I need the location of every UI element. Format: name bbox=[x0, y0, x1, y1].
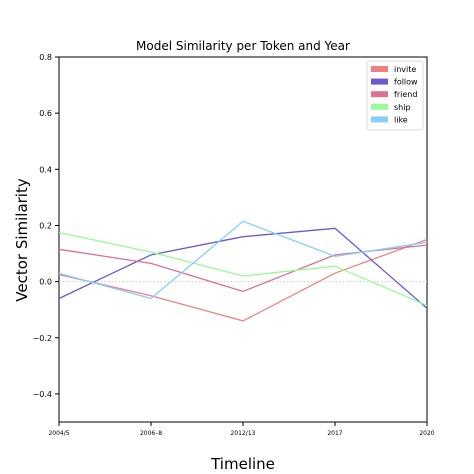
chart-title: Model Similarity per Token and Year bbox=[136, 39, 350, 53]
x-tick-label: 2017 bbox=[327, 430, 342, 437]
y-tick-label: 0.4 bbox=[39, 165, 52, 174]
y-axis-label: Vector Similarity bbox=[13, 178, 31, 302]
legend-label-invite: invite bbox=[394, 65, 416, 74]
x-tick-label: 2020 bbox=[419, 430, 434, 437]
legend-label-friend: friend bbox=[394, 90, 417, 99]
legend-swatch-follow bbox=[371, 78, 388, 85]
y-tick-label: −0.4 bbox=[33, 390, 52, 399]
x-tick-label: 2012/13 bbox=[231, 430, 256, 437]
legend-swatch-invite bbox=[371, 66, 388, 72]
series-line-ship bbox=[58, 231, 428, 307]
legend-label-ship: ship bbox=[394, 103, 411, 112]
series-line-follow bbox=[58, 227, 428, 309]
legend-box bbox=[366, 60, 424, 131]
series-line-like bbox=[58, 220, 428, 300]
x-tick-label: 2004/5 bbox=[48, 430, 69, 437]
x-tick-label: 2006–8 bbox=[140, 430, 162, 437]
series-line-friend bbox=[58, 244, 428, 293]
x-axis-label: Timeline bbox=[210, 455, 275, 473]
y-tick-label: 0.8 bbox=[39, 53, 52, 62]
y-tick-label: 0.2 bbox=[39, 221, 52, 230]
legend-swatch-like bbox=[371, 116, 388, 123]
legend-label-like: like bbox=[394, 115, 408, 124]
legend-label-follow: follow bbox=[394, 78, 418, 87]
y-tick-label: 0.0 bbox=[39, 278, 52, 287]
legend-swatch-friend bbox=[371, 91, 388, 98]
legend-swatch-ship bbox=[371, 103, 388, 110]
y-tick-label: −0.2 bbox=[33, 334, 52, 343]
y-tick-label: 0.6 bbox=[39, 109, 52, 118]
series-line-invite bbox=[58, 238, 428, 322]
